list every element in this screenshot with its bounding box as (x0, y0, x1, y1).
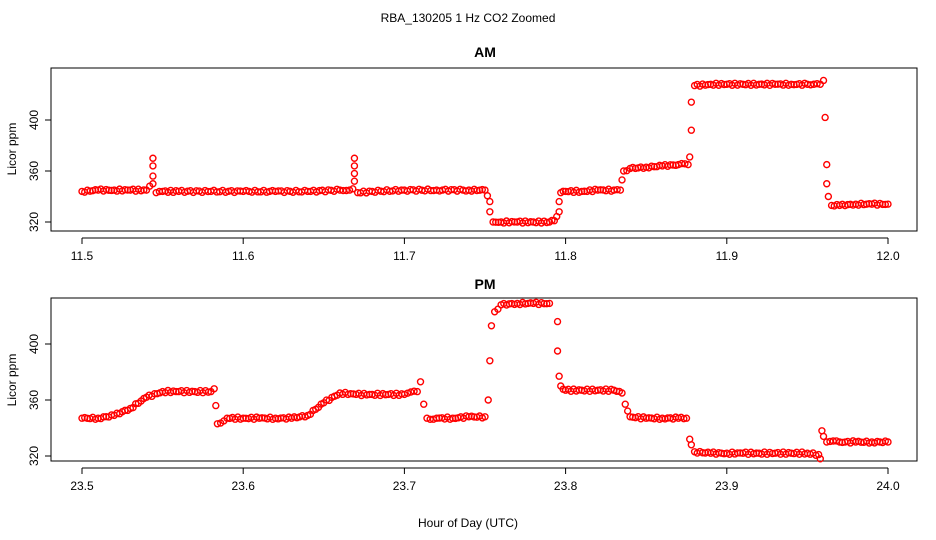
data-point (350, 154, 359, 162)
data-point (819, 432, 828, 441)
data-point (686, 153, 694, 161)
panel-pm-y-axis-label: Licor ppm (5, 354, 19, 407)
data-point (486, 208, 494, 216)
data-point (420, 400, 428, 408)
y-tick-label: 400 (27, 110, 41, 130)
panel-am-y-axis-label: Licor ppm (5, 123, 19, 176)
data-point (684, 160, 692, 169)
panel-pm-title: PM (475, 276, 496, 292)
x-tick-label: 11.8 (554, 249, 577, 263)
panel-pm-y-axis: 320 360 400 (27, 334, 52, 466)
data-point (884, 438, 892, 446)
data-point (681, 160, 689, 168)
panel-pm-plot-frame (50, 297, 918, 462)
panel-am-series (78, 76, 892, 227)
data-point (140, 186, 148, 194)
data-point (884, 200, 892, 208)
data-point (484, 396, 492, 404)
data-point (410, 387, 418, 395)
panel-am-title: AM (474, 44, 496, 60)
x-tick-label: 23.7 (393, 479, 417, 493)
data-point (553, 347, 562, 355)
data-point (553, 317, 562, 326)
panel-am: AM Licor ppm 11.5 11.6 11.7 11.8 11.9 12.0 32… (5, 44, 918, 263)
data-point (149, 162, 157, 170)
y-tick-label: 400 (27, 334, 41, 354)
data-point (543, 299, 551, 308)
data-point (149, 172, 157, 180)
data-point (616, 186, 625, 194)
data-point (687, 441, 696, 449)
data-point (486, 357, 494, 365)
x-tick-label: 11.9 (716, 249, 739, 263)
y-tick-label: 360 (27, 161, 41, 181)
data-point (212, 401, 220, 410)
data-point (545, 299, 554, 308)
data-point (823, 180, 831, 188)
panel-am-y-axis: 320 360 400 (27, 110, 52, 232)
data-point (416, 378, 425, 386)
y-tick-label: 360 (27, 390, 41, 410)
data-point (618, 389, 626, 397)
data-point (824, 192, 833, 201)
data-point (618, 176, 626, 184)
figure-title: RBA_130205 1 Hz CO2 Zoomed (381, 11, 556, 25)
x-tick-label: 11.7 (393, 249, 416, 263)
data-point (559, 187, 567, 195)
x-tick-label: 24.0 (876, 479, 900, 493)
panel-am-plot-frame (50, 67, 918, 232)
data-point (349, 185, 357, 193)
data-point (403, 389, 412, 397)
x-tick-label: 11.6 (232, 249, 255, 263)
data-point (819, 76, 828, 85)
data-point (619, 167, 628, 175)
data-point (481, 413, 489, 421)
panel-pm-x-axis: 23.5 23.6 23.7 23.8 23.9 24.0 (70, 467, 900, 493)
y-tick-label: 320 (27, 212, 41, 232)
x-tick-label: 23.8 (554, 479, 578, 493)
data-point (555, 208, 563, 216)
data-point (487, 322, 496, 330)
data-point (816, 455, 824, 463)
y-tick-label: 320 (27, 446, 41, 466)
data-point (881, 200, 890, 209)
x-tick-label: 12.0 (876, 249, 900, 263)
data-point (149, 180, 157, 188)
panel-pm: PM Licor ppm 23.5 23.6 23.7 23.8 23.9 24.0 32… (5, 276, 918, 493)
data-point (350, 169, 359, 178)
data-point (210, 385, 218, 393)
data-point (823, 160, 831, 169)
data-point (213, 420, 222, 428)
data-point (555, 372, 563, 380)
data-point (350, 177, 359, 185)
data-point (621, 400, 629, 408)
x-tick-label: 11.5 (71, 249, 94, 263)
data-point (350, 162, 359, 170)
data-point (483, 192, 492, 200)
data-point (413, 387, 421, 396)
x-tick-label: 23.9 (715, 479, 739, 493)
x-tick-label: 23.5 (70, 479, 94, 493)
data-point (687, 98, 696, 106)
data-point (342, 186, 351, 195)
data-point (813, 79, 821, 88)
data-point (613, 185, 621, 194)
data-point (555, 197, 563, 206)
data-point (687, 126, 696, 134)
data-point (814, 450, 823, 459)
x-axis-label: Hour of Day (UTC) (418, 516, 518, 530)
data-point (821, 113, 829, 122)
data-point (682, 414, 691, 422)
x-tick-label: 23.6 (232, 479, 256, 493)
panel-am-x-axis: 11.5 11.6 11.7 11.8 11.9 12.0 (71, 237, 900, 263)
data-point (149, 154, 157, 162)
panel-pm-series (78, 298, 892, 463)
data-point (486, 197, 494, 206)
